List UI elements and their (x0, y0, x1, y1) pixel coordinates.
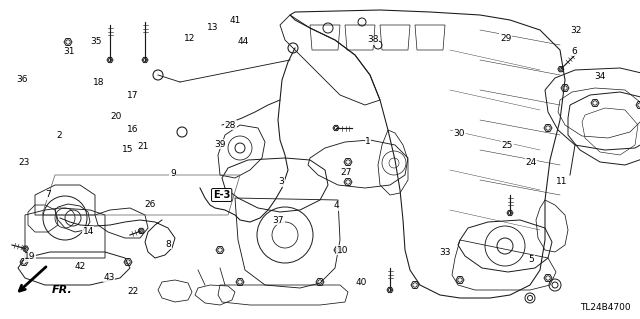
Text: 12: 12 (184, 34, 196, 43)
Text: 24: 24 (525, 158, 537, 167)
Text: 16: 16 (127, 125, 139, 134)
Text: 30: 30 (454, 130, 465, 138)
Text: 32: 32 (570, 26, 582, 35)
Text: 3: 3 (279, 177, 284, 186)
Text: FR.: FR. (52, 285, 73, 295)
Text: 40: 40 (356, 278, 367, 287)
Text: 43: 43 (103, 273, 115, 282)
Text: 38: 38 (367, 35, 379, 44)
Text: 26: 26 (145, 200, 156, 209)
Text: 5: 5 (529, 256, 534, 264)
Text: TL24B4700: TL24B4700 (580, 303, 630, 313)
Text: 2: 2 (56, 131, 61, 140)
Text: 17: 17 (127, 91, 139, 100)
Text: 33: 33 (439, 248, 451, 256)
Text: 36: 36 (17, 75, 28, 84)
Text: 21: 21 (137, 142, 148, 151)
Text: 1: 1 (365, 137, 371, 146)
Text: 14: 14 (83, 227, 94, 236)
Text: 44: 44 (237, 37, 249, 46)
Text: 22: 22 (127, 287, 139, 296)
Text: 20: 20 (111, 112, 122, 121)
Text: 25: 25 (502, 141, 513, 150)
Text: 23: 23 (18, 158, 29, 167)
Text: 37: 37 (273, 216, 284, 225)
Text: 11: 11 (556, 177, 568, 186)
Text: 27: 27 (340, 168, 351, 177)
Text: 13: 13 (207, 23, 218, 32)
Text: 31: 31 (63, 47, 75, 56)
Text: 15: 15 (122, 145, 134, 154)
Text: 34: 34 (595, 72, 606, 81)
Text: 35: 35 (90, 37, 102, 46)
Text: 41: 41 (230, 16, 241, 25)
Text: 10: 10 (337, 246, 348, 255)
Text: 19: 19 (24, 252, 36, 261)
Text: 28: 28 (225, 121, 236, 130)
Text: 42: 42 (74, 262, 86, 271)
Text: 29: 29 (500, 34, 511, 43)
Text: 9: 9 (170, 169, 175, 178)
Text: 7: 7 (45, 190, 51, 199)
Text: 18: 18 (93, 78, 105, 87)
Text: 6: 6 (572, 47, 577, 56)
Text: 4: 4 (333, 201, 339, 210)
Text: 39: 39 (214, 140, 226, 149)
Text: E-3: E-3 (213, 190, 230, 200)
Text: 8: 8 (166, 240, 171, 249)
